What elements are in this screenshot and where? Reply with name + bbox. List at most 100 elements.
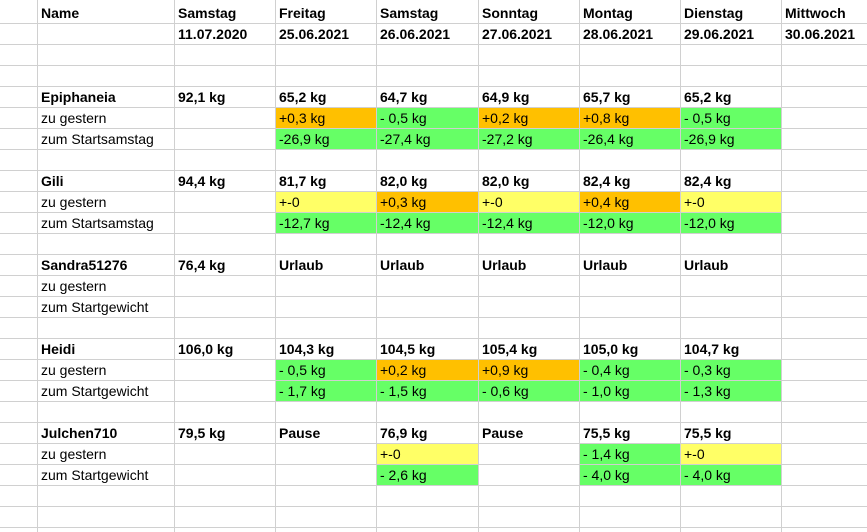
data-cell[interactable]	[175, 360, 276, 380]
colored-data-cell[interactable]: +0,8 kg	[580, 108, 681, 128]
colored-data-cell[interactable]: - 0,5 kg	[681, 108, 782, 128]
row-label-cell[interactable]: zu gestern	[41, 362, 107, 378]
data-cell[interactable]: Pause	[482, 425, 524, 441]
data-cell[interactable]	[782, 360, 867, 380]
data-cell[interactable]	[175, 381, 276, 401]
colored-data-cell[interactable]: -26,9 kg	[276, 129, 377, 149]
data-cell[interactable]: 65,7 kg	[583, 89, 631, 105]
data-cell[interactable]	[782, 108, 867, 128]
colored-data-cell[interactable]: +-0	[479, 192, 580, 212]
colored-data-cell[interactable]: +0,2 kg	[479, 108, 580, 128]
row-label-cell[interactable]: zu gestern	[41, 446, 107, 462]
data-cell[interactable]: Samstag	[380, 5, 439, 21]
colored-data-cell[interactable]: - 0,5 kg	[377, 108, 479, 128]
data-cell[interactable]	[782, 297, 867, 317]
data-cell[interactable]: 104,5 kg	[380, 341, 436, 357]
colored-data-cell[interactable]: -12,4 kg	[479, 213, 580, 233]
data-cell[interactable]: Montag	[583, 5, 633, 21]
colored-data-cell[interactable]: - 1,5 kg	[377, 381, 479, 401]
data-cell[interactable]: Pause	[279, 425, 321, 441]
data-cell[interactable]	[276, 444, 377, 464]
data-cell[interactable]	[782, 381, 867, 401]
data-cell[interactable]: Dienstag	[684, 5, 744, 21]
data-cell[interactable]	[175, 129, 276, 149]
colored-data-cell[interactable]: +-0	[681, 192, 782, 212]
data-cell[interactable]: Samstag	[178, 5, 237, 21]
row-label-cell[interactable]: zu gestern	[41, 194, 107, 210]
row-label-cell[interactable]: zum Startgewicht	[41, 383, 149, 399]
data-cell[interactable]: Sonntag	[482, 5, 538, 21]
data-cell[interactable]: 104,7 kg	[684, 341, 740, 357]
data-cell[interactable]: Urlaub	[380, 257, 425, 273]
data-cell[interactable]: Urlaub	[583, 257, 628, 273]
colored-data-cell[interactable]: - 4,0 kg	[681, 465, 782, 485]
data-cell[interactable]	[175, 465, 276, 485]
data-cell[interactable]: 82,0 kg	[380, 173, 428, 189]
data-cell[interactable]: 81,7 kg	[279, 173, 327, 189]
data-cell[interactable]: 75,5 kg	[583, 425, 631, 441]
colored-data-cell[interactable]: +0,2 kg	[377, 360, 479, 380]
data-cell[interactable]: 29.06.2021	[684, 26, 755, 42]
data-cell[interactable]	[782, 213, 867, 233]
data-cell[interactable]	[377, 297, 479, 317]
colored-data-cell[interactable]: +-0	[276, 192, 377, 212]
data-cell[interactable]	[377, 276, 479, 296]
data-cell[interactable]	[175, 213, 276, 233]
data-cell[interactable]	[580, 297, 681, 317]
colored-data-cell[interactable]: - 1,0 kg	[580, 381, 681, 401]
data-cell[interactable]: 26.06.2021	[380, 26, 451, 42]
data-cell[interactable]: 11.07.2020	[178, 26, 248, 42]
data-cell[interactable]	[580, 276, 681, 296]
colored-data-cell[interactable]: +0,4 kg	[580, 192, 681, 212]
row-label-cell[interactable]: Name	[41, 5, 80, 21]
row-label-cell[interactable]: zum Startsamstag	[41, 215, 154, 231]
data-cell[interactable]	[782, 339, 867, 359]
data-cell[interactable]	[175, 276, 276, 296]
colored-data-cell[interactable]: +0,9 kg	[479, 360, 580, 380]
row-label-cell[interactable]: zu gestern	[41, 278, 107, 294]
data-cell[interactable]	[782, 255, 867, 275]
colored-data-cell[interactable]: - 0,3 kg	[681, 360, 782, 380]
colored-data-cell[interactable]: +-0	[377, 444, 479, 464]
colored-data-cell[interactable]: -12,4 kg	[377, 213, 479, 233]
data-cell[interactable]: 82,0 kg	[482, 173, 530, 189]
row-label-cell[interactable]: zum Startgewicht	[41, 299, 149, 315]
row-label-cell[interactable]: Epiphaneia	[41, 89, 116, 105]
data-cell[interactable]	[782, 423, 867, 443]
data-cell[interactable]: 92,1 kg	[178, 89, 226, 105]
colored-data-cell[interactable]: - 2,6 kg	[377, 465, 479, 485]
data-cell[interactable]	[681, 276, 782, 296]
data-cell[interactable]: 28.06.2021	[583, 26, 654, 42]
data-cell[interactable]	[175, 444, 276, 464]
colored-data-cell[interactable]: -12,7 kg	[276, 213, 377, 233]
data-cell[interactable]: 75,5 kg	[684, 425, 732, 441]
colored-data-cell[interactable]: +0,3 kg	[276, 108, 377, 128]
data-cell[interactable]: 64,7 kg	[380, 89, 428, 105]
row-label-cell[interactable]: Gili	[41, 173, 64, 189]
data-cell[interactable]	[276, 297, 377, 317]
data-cell[interactable]: 106,0 kg	[178, 341, 234, 357]
data-cell[interactable]: 94,4 kg	[178, 173, 226, 189]
data-cell[interactable]: 104,3 kg	[279, 341, 335, 357]
data-cell[interactable]: 25.06.2021	[279, 26, 350, 42]
data-cell[interactable]	[782, 444, 867, 464]
colored-data-cell[interactable]: -12,0 kg	[580, 213, 681, 233]
colored-data-cell[interactable]: - 4,0 kg	[580, 465, 681, 485]
data-cell[interactable]	[479, 444, 580, 464]
data-cell[interactable]: Freitag	[279, 5, 326, 21]
data-cell[interactable]: Urlaub	[279, 257, 324, 273]
data-cell[interactable]: 65,2 kg	[279, 89, 327, 105]
colored-data-cell[interactable]: - 0,6 kg	[479, 381, 580, 401]
data-cell[interactable]: 64,9 kg	[482, 89, 530, 105]
data-cell[interactable]: 65,2 kg	[684, 89, 732, 105]
colored-data-cell[interactable]: +-0	[681, 444, 782, 464]
data-cell[interactable]	[782, 465, 867, 485]
colored-data-cell[interactable]: +0,3 kg	[377, 192, 479, 212]
colored-data-cell[interactable]: - 1,4 kg	[580, 444, 681, 464]
row-label-cell[interactable]: zum Startsamstag	[41, 131, 154, 147]
data-cell[interactable]: Mittwoch	[785, 5, 846, 21]
data-cell[interactable]: 79,5 kg	[178, 425, 226, 441]
row-label-cell[interactable]: zum Startgewicht	[41, 467, 149, 483]
data-cell[interactable]: 76,4 kg	[178, 257, 226, 273]
